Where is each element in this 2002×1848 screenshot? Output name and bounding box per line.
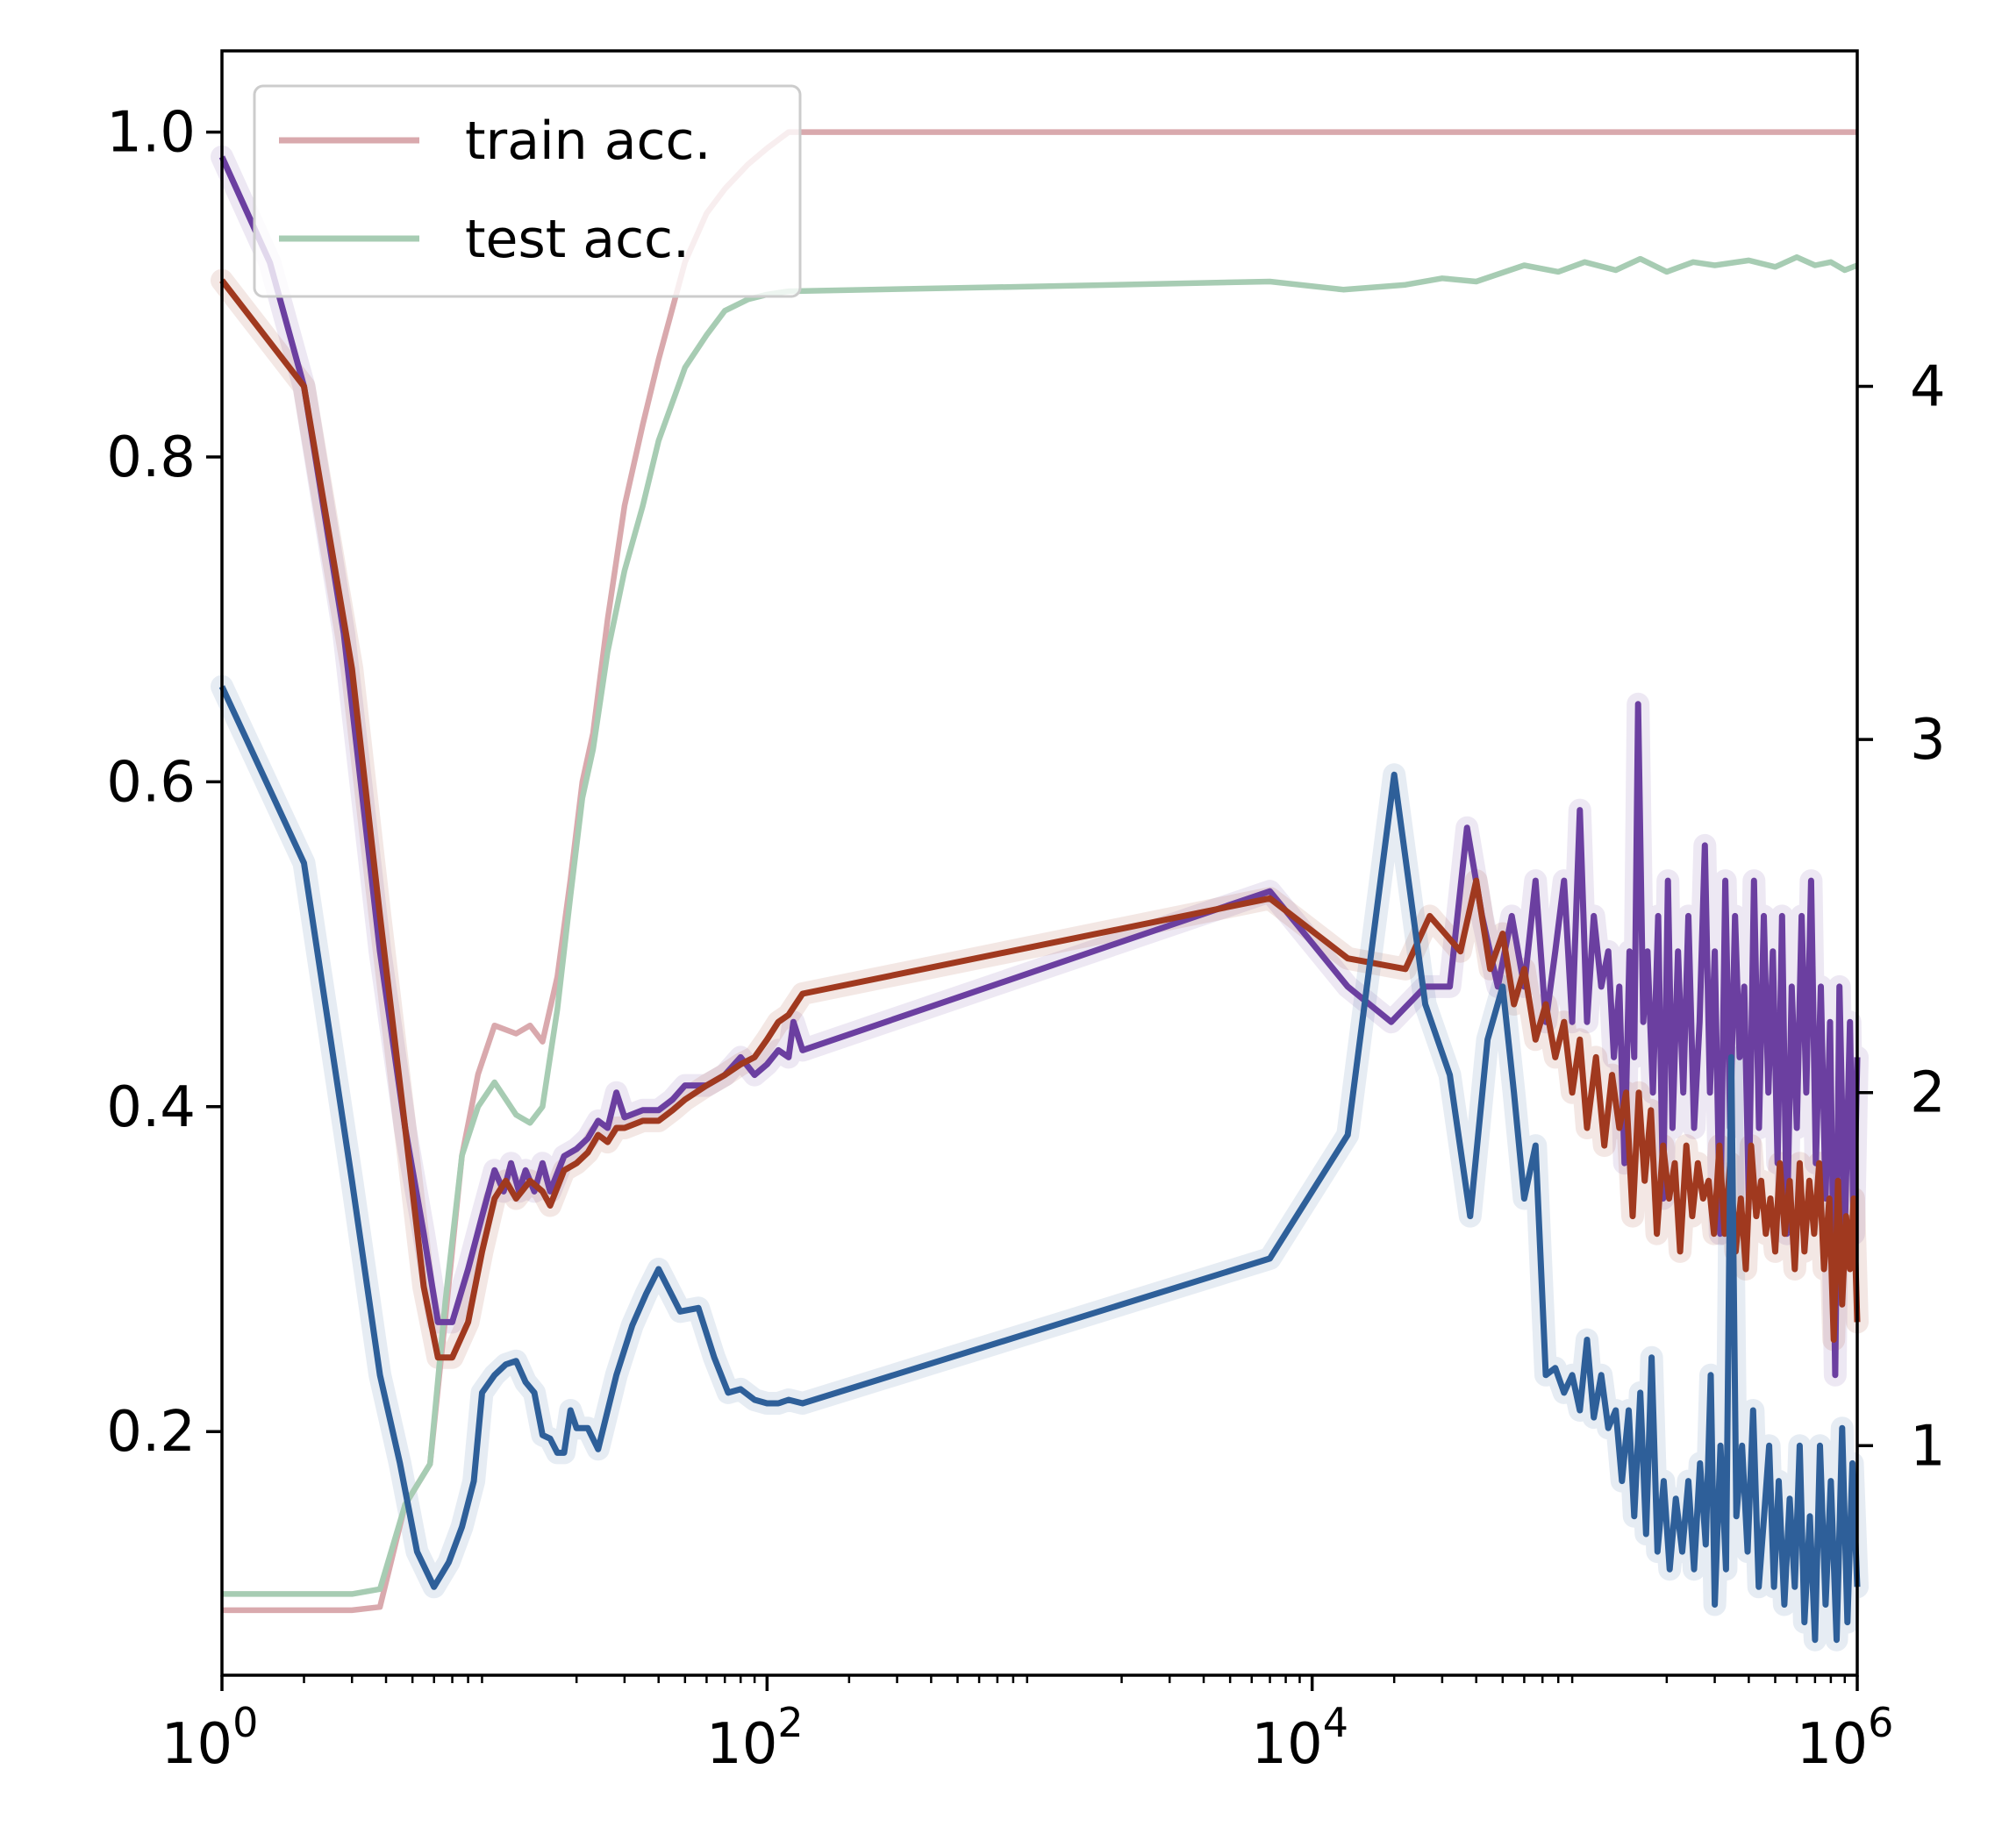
y-left-tick-label: 0.8: [106, 425, 196, 490]
y-left-tick-label: 0.4: [106, 1075, 196, 1140]
plot-frame: [220, 49, 1859, 1677]
x-tick-label: 106: [1797, 1699, 1894, 1777]
y-right-tick-label: 4: [1910, 354, 1946, 419]
y-left-tick-label: 1.0: [106, 101, 196, 166]
series-line-2: [218, 155, 1861, 1379]
y-left-tick-label: 0.6: [106, 750, 196, 815]
series-line-4: [218, 685, 1861, 1644]
y-right-tick-label: 3: [1910, 708, 1946, 773]
x-tick-label: 102: [706, 1699, 804, 1777]
legend-label-0: train acc.: [465, 111, 711, 172]
x-tick-label: 104: [1251, 1699, 1348, 1777]
x-tick-label: 100: [161, 1699, 259, 1777]
error-band-3: [211, 268, 1869, 1369]
axes: 0.2 0.4 0.6 0.8 1.0 1 2 3 4 100 102 104 106: [106, 101, 1946, 1777]
y-left-tick-label: 0.2: [106, 1400, 196, 1465]
series-line-3: [219, 278, 1861, 1361]
y-right-tick-label: 2: [1910, 1061, 1946, 1126]
y-right-tick-label: 1: [1910, 1414, 1946, 1479]
legend: train acc. test acc.: [253, 84, 802, 298]
series-line-1: [222, 253, 1859, 1597]
legend-label-1: test acc.: [465, 209, 690, 270]
series-lines: [218, 129, 1861, 1644]
error-band-2: [211, 145, 1869, 1387]
